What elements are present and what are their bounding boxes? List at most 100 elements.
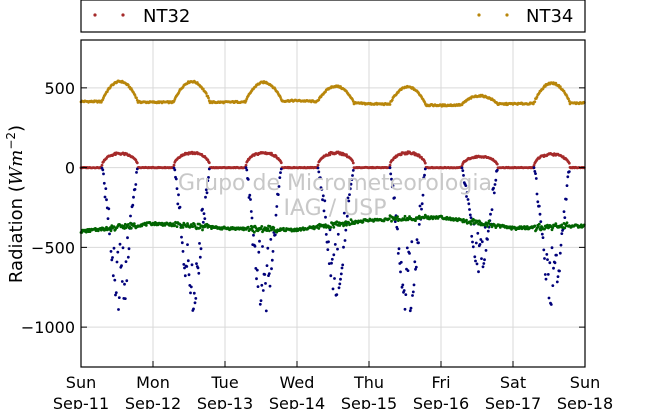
data-point (261, 289, 265, 292)
data-point (467, 202, 471, 206)
data-point (125, 279, 129, 283)
data-point (558, 85, 562, 88)
data-point (109, 250, 113, 253)
data-point (403, 307, 407, 311)
data-point (103, 195, 107, 199)
x-tick-day: Sat (500, 373, 526, 392)
x-tick-date: Sep-18 (557, 394, 613, 409)
data-point (329, 274, 333, 278)
data-point (536, 200, 540, 204)
y-tick-label: −1000 (21, 318, 75, 337)
data-point (126, 255, 130, 259)
data-point (339, 272, 343, 276)
data-point (270, 258, 274, 262)
data-point (382, 219, 386, 223)
data-point (409, 306, 413, 310)
data-point (203, 217, 207, 221)
data-point (172, 163, 176, 167)
data-point (333, 277, 336, 280)
legend-box (80, 0, 586, 33)
data-point (126, 83, 130, 87)
data-point (566, 175, 570, 179)
y-tick-label: 500 (44, 79, 75, 98)
data-point (478, 243, 482, 246)
data-point (396, 227, 399, 231)
data-point (411, 290, 415, 294)
y-axis-label-suffix: ) (6, 125, 27, 132)
data-point (401, 283, 405, 287)
data-point (277, 185, 281, 188)
data-point (388, 103, 392, 106)
legend: NT32 NT34 (80, 0, 586, 33)
data-point (173, 168, 177, 172)
data-point (84, 230, 88, 234)
data-point (192, 291, 196, 295)
data-point (173, 224, 177, 227)
data-point (546, 258, 549, 261)
data-point (205, 191, 209, 195)
data-point (390, 98, 394, 102)
data-point (551, 226, 555, 230)
data-point (192, 307, 195, 311)
data-point (175, 187, 179, 191)
data-point (549, 303, 553, 306)
data-point (474, 259, 477, 263)
data-point (495, 168, 499, 172)
x-tick-day: Sun (66, 373, 96, 392)
data-point (418, 204, 422, 208)
data-point (345, 214, 349, 218)
data-point (260, 225, 264, 228)
data-point (483, 225, 487, 229)
data-point (559, 243, 563, 247)
data-point (113, 278, 117, 282)
data-point (344, 228, 348, 232)
data-point (475, 262, 479, 266)
data-point (390, 219, 393, 223)
data-point (186, 243, 189, 247)
data-point (567, 161, 571, 165)
data-point (353, 222, 357, 225)
x-tick-date: Sep-15 (341, 394, 397, 409)
data-point (544, 277, 548, 281)
data-point (102, 172, 105, 176)
data-point (244, 163, 248, 167)
data-point (489, 212, 492, 216)
x-tick-date: Sep-14 (269, 394, 325, 409)
data-point (361, 220, 365, 224)
data-point (112, 225, 116, 229)
data-point (317, 170, 321, 174)
data-point (189, 285, 193, 289)
data-point (410, 240, 414, 244)
data-point (470, 234, 474, 238)
data-point (321, 198, 324, 202)
data-point (120, 264, 123, 268)
data-point (135, 167, 139, 171)
data-point (469, 222, 473, 226)
data-point (333, 243, 337, 246)
data-point (422, 176, 426, 180)
legend-marker-nt32-a (93, 13, 97, 17)
data-point (480, 240, 484, 244)
data-point (543, 273, 547, 276)
data-point (486, 238, 489, 241)
data-point (252, 230, 256, 234)
data-point (271, 250, 275, 253)
data-point (537, 225, 540, 229)
data-point (545, 253, 549, 256)
data-point (404, 293, 408, 296)
data-point (263, 273, 267, 276)
data-point (122, 224, 126, 228)
x-tick-date: Sep-13 (197, 394, 253, 409)
data-point (414, 265, 418, 269)
data-point (473, 255, 477, 259)
data-point (266, 246, 270, 250)
data-point (258, 239, 261, 243)
data-point (551, 284, 555, 287)
data-point (324, 215, 327, 219)
data-point (540, 232, 544, 236)
data-point (330, 257, 334, 261)
data-point (183, 274, 187, 278)
data-point (542, 248, 546, 252)
legend-marker-nt34-b (505, 13, 509, 17)
data-point (117, 308, 120, 311)
